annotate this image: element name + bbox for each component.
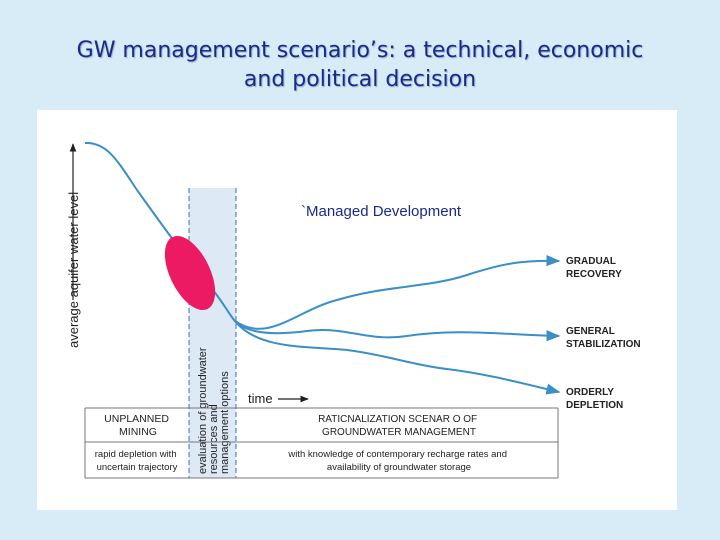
- orderly-depletion-curve: [233, 319, 561, 395]
- general-stabilization-curve: [233, 319, 561, 342]
- x-axis-label: time: [248, 391, 273, 406]
- phase1-title-line-1: UNPLANNED: [104, 413, 169, 425]
- phase-table: [84, 407, 559, 479]
- gradual-recovery-curve: [233, 255, 561, 330]
- phase2-desc-line-1: with knowledge of contemporary recharge …: [287, 449, 507, 460]
- phase2-title-line-2: GROUNDWATER MANAGEMENT: [322, 427, 476, 438]
- phase2-title: RATICNALIZATION SCENAR O OF GROUNDWATER …: [318, 414, 480, 438]
- phase1-title-line-2: MINING: [119, 426, 157, 438]
- phase2-title-line-1: RATICNALIZATION SCENAR O OF: [318, 414, 477, 425]
- managed-development-line-1: `Managed Development: [301, 203, 462, 220]
- y-axis-label: average aquifer water level: [66, 192, 81, 348]
- general-stabilization-line-2: STABILIZATION: [566, 339, 641, 350]
- scenario-label-orderly-depletion: ORDERLY DEPLETION: [566, 387, 623, 411]
- slide-title-line-2: and political decision: [243, 67, 477, 92]
- slide-title-line-1: GW management scenario’s: a technical, e…: [76, 38, 644, 63]
- gradual-recovery-line-2: RECOVERY: [566, 269, 622, 280]
- phase1-description: rapid depletion with uncertain trajector…: [95, 449, 180, 473]
- evaluation-band-line-3: management options: [219, 371, 231, 474]
- scenario-label-gradual-recovery: GRADUAL RECOVERY: [566, 256, 622, 280]
- evaluation-band-line-2: resources and: [208, 404, 220, 474]
- phase2-description: with knowledge of contemporary recharge …: [287, 449, 509, 473]
- scenario-diagram: evaluation of groundwater resources and …: [66, 141, 641, 479]
- gradual-recovery-line-1: GRADUAL: [566, 256, 616, 267]
- phase1-desc-line-1: rapid depletion with: [95, 449, 177, 460]
- decision-point-ellipse: [164, 235, 216, 311]
- diagram-panel: evaluation of groundwater resources and …: [37, 110, 677, 510]
- general-stabilization-line-1: GENERAL: [566, 326, 615, 337]
- phase1-desc-line-2: uncertain trajectory: [97, 462, 178, 473]
- phase2-desc-line-2: availability of groundwater storage: [327, 462, 471, 473]
- scenario-label-general-stabilization: GENERAL STABILIZATION: [566, 326, 641, 350]
- orderly-depletion-line-2: DEPLETION: [566, 400, 623, 411]
- phase1-title: UNPLANNED MINING: [104, 413, 172, 438]
- slide-title: GW management scenario’s: a technical, e…: [0, 36, 720, 94]
- managed-development-label: `Managed Development: [301, 203, 462, 220]
- evaluation-band: [189, 188, 236, 478]
- orderly-depletion-line-1: ORDERLY: [566, 387, 614, 398]
